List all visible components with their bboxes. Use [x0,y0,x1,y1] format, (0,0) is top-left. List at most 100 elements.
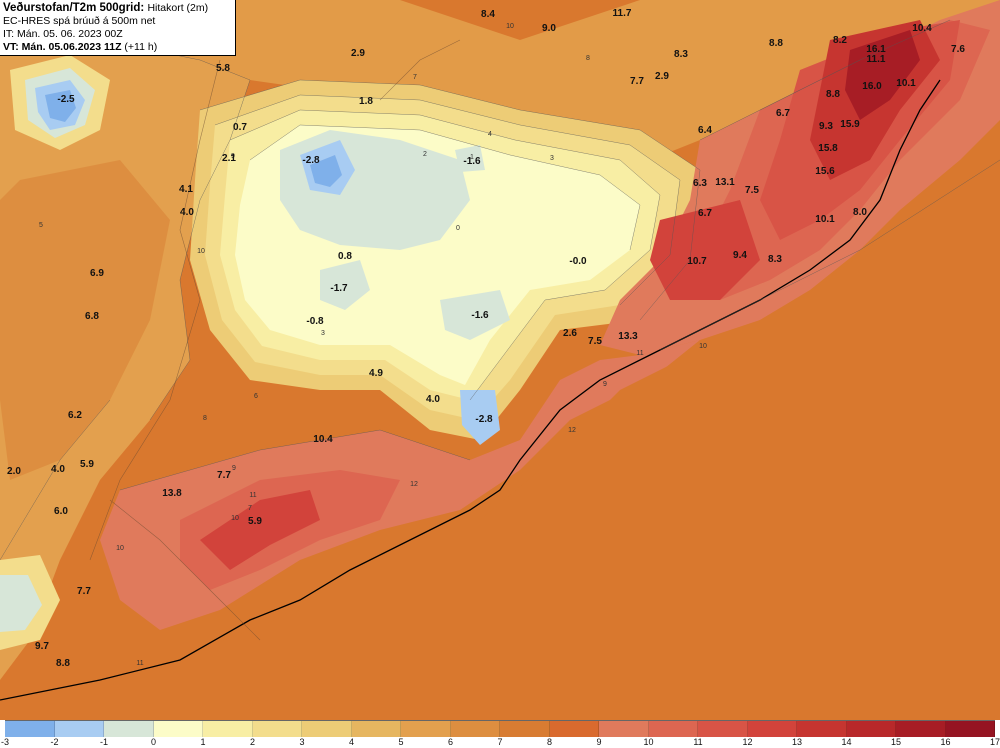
temperature-label: 13.8 [162,488,182,499]
temperature-label: 10.4 [313,434,333,445]
temperature-label: 4.0 [426,394,440,405]
temperature-label: 13.3 [618,331,638,342]
temperature-label: -1.7 [330,283,348,294]
temperature-label: 8.3 [674,49,688,60]
temperature-label: 6.2 [68,410,82,421]
legend-tick-label: 15 [890,737,902,747]
temperature-label: 9.0 [542,23,556,34]
temperature-label: 8.8 [826,89,840,100]
legend-swatch [945,721,995,737]
contour-label: 10 [116,545,124,552]
contour-label: 11 [636,350,643,357]
temperature-label: 4.1 [179,184,193,195]
temperature-label: 0.7 [233,122,247,133]
temperature-label: 5.8 [216,63,230,74]
legend-tick-label: -3 [0,737,10,747]
temperature-label: 10.1 [815,214,835,225]
legend-tick-label: 14 [841,737,852,747]
temperature-label: 7.7 [630,76,644,87]
temperature-label: -1.6 [463,156,481,167]
temperature-label: 6.7 [698,208,712,219]
temperature-label: 10.4 [912,23,932,34]
init-time: IT: Mán. 05. 06. 2023 00Z [3,28,123,40]
temperature-label: 8.8 [56,658,70,669]
contour-label: 12 [568,427,576,434]
legend-swatch [450,721,500,737]
temperature-label: 16.1 [866,44,886,55]
legend-swatch [302,721,352,737]
temperature-label: 9.7 [35,641,49,652]
legend-tick-label: 8 [546,737,553,747]
legend-swatch [747,721,797,737]
temperature-label: 10.1 [896,78,916,89]
legend-tick-label: 5 [398,737,404,747]
temperature-label: 11.1 [867,54,886,65]
temperature-label: -1.6 [471,310,489,321]
temperature-label: 0.8 [338,251,352,262]
temperature-label: 7.7 [77,586,91,597]
temperature-label: 7.6 [951,44,965,55]
legend-color-bar [5,720,995,737]
legend-tick-label: 2 [249,737,256,747]
legend-tick-label: 4 [348,737,355,747]
contour-label: 3 [550,155,554,162]
contour-label: 6 [254,393,258,400]
contour-label: 11 [249,492,256,499]
temperature-label: 2.9 [351,48,365,59]
contour-label: 4 [488,131,492,138]
legend-tick-label: -1 [99,737,109,747]
legend-swatch [896,721,946,737]
legend-swatch [549,721,599,737]
contour-label: 7 [413,74,417,81]
temperature-label: 8.8 [769,38,783,49]
temperature-label: 9.3 [819,121,833,132]
contour-label: 0 [456,225,460,232]
temperature-label: 2.6 [563,328,577,339]
contour-label: 10 [506,23,514,30]
contour-label: 3 [321,330,325,337]
legend-tick-label: 11 [693,737,703,747]
legend-swatch [599,721,649,737]
contour-label: 8 [586,55,590,62]
temperature-label: 9.4 [733,250,747,261]
temperature-label: 1.8 [359,96,373,107]
temperature-label: 10.7 [687,256,707,267]
model-line: EC-HRES spá brúuð á 500m net [3,15,156,27]
temperature-label: -0.0 [569,256,587,267]
legend-ticks: -3 -2 -1 0 1 2 3 4 5 6 7 8 9 10 11 12 13 14 15 16 17 [1,737,1000,748]
legend-swatch [104,721,154,737]
legend-swatch [203,721,253,737]
legend-swatch [648,721,698,737]
temperature-label: 8.3 [768,254,782,265]
legend-tick-label: -2 [50,737,59,747]
legend-swatch [5,721,55,737]
color-legend: -3 -2 -1 0 1 2 3 4 5 6 7 8 9 10 11 12 13 14 15 16 17 [0,720,1000,748]
temperature-label: 8.4 [481,9,495,20]
temperature-label: -2.5 [57,94,75,105]
temperature-label: 7.5 [745,185,759,196]
temperature-label: 6.3 [693,178,707,189]
temperature-label: 2.0 [7,466,21,477]
legend-tick-label: 0 [150,737,157,747]
temperature-label: 8.0 [853,207,867,218]
temperature-label: -2.8 [475,414,493,425]
legend-tick-label: 16 [940,737,951,747]
legend-swatch [153,721,203,737]
temperature-label: 6.7 [776,108,790,119]
contour-label: 9 [232,465,236,472]
legend-tick-label: 1 [200,737,206,747]
legend-tick-label: 6 [447,737,454,747]
temperature-label: -0.8 [306,316,324,327]
legend-swatch [698,721,748,737]
map-title: Veðurstofan/T2m 500grid: Hitakort (2m) [3,2,209,14]
contour-label: 9 [603,381,607,388]
temperature-label: 15.6 [815,166,835,177]
contour-label: 10 [231,515,239,522]
contour-label: 2 [423,151,427,158]
temperature-label: 5.9 [80,459,94,470]
legend-tick-label: 17 [989,737,1000,747]
temperature-label: 15.8 [818,143,838,154]
legend-swatch [252,721,302,737]
contour-label: 1 [470,154,474,161]
